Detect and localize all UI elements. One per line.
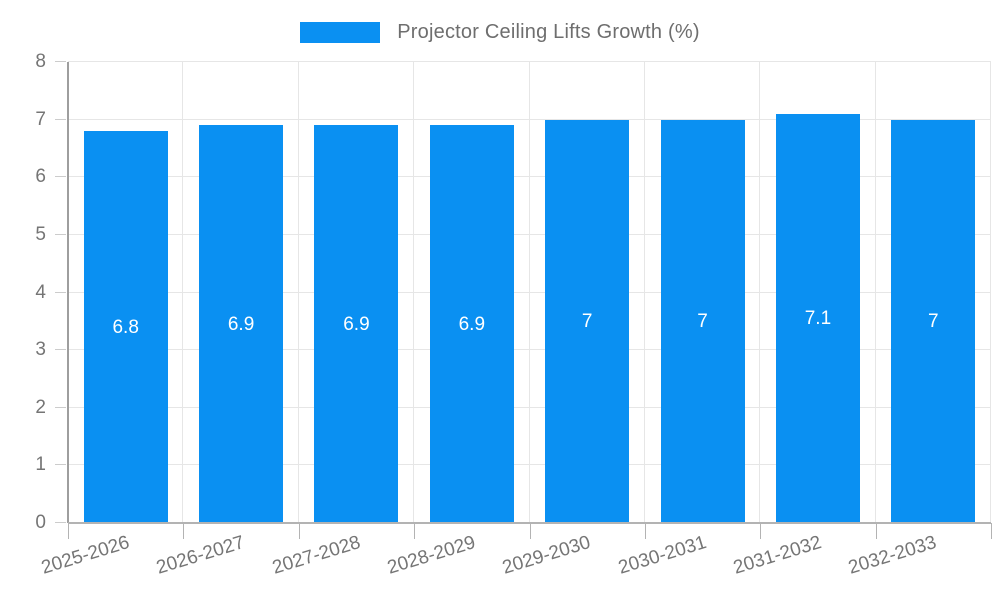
- bar-value-label: 6.9: [227, 313, 255, 335]
- bar-2027-2028[interactable]: 6.9: [314, 125, 399, 523]
- y-axis-tick: [55, 522, 66, 523]
- gridline-vertical: [874, 62, 876, 523]
- gridline-vertical: [528, 62, 530, 523]
- y-axis-tick: [55, 291, 66, 293]
- gridline-horizontal: [68, 291, 991, 293]
- x-axis-tick: [414, 523, 416, 539]
- bar-cell: 7: [876, 62, 991, 523]
- y-axis-tick: [55, 61, 66, 62]
- plot-area: 6.8 6.9 6.9 6.9 7 7 7.1 7: [67, 61, 991, 524]
- gridline-horizontal: [68, 233, 991, 235]
- x-axis-category-label: 2029-2030: [500, 532, 594, 579]
- x-axis-baseline: [68, 522, 991, 524]
- x-axis-tick: [298, 523, 300, 539]
- bar-2028-2029[interactable]: 6.9: [429, 125, 514, 523]
- x-axis-tick: [529, 523, 531, 539]
- gridline-horizontal: [68, 118, 991, 120]
- bar-value-label: 6.9: [343, 313, 370, 335]
- x-axis-category-label: 2032-2033: [846, 532, 940, 579]
- bar-value-label: 7: [928, 310, 939, 332]
- bar-cell: 7: [645, 62, 760, 523]
- x-axis-tick: [991, 523, 992, 539]
- bar-cell: 7.1: [760, 62, 875, 523]
- y-axis-tick-label: 7: [35, 108, 46, 130]
- bar-value-label: 7: [697, 310, 708, 332]
- bar-value-label: 7: [581, 310, 593, 332]
- y-axis-tick-label: 2: [35, 396, 46, 418]
- gridline-vertical: [297, 62, 299, 523]
- x-axis-tick: [183, 523, 185, 539]
- bar-2030-2031[interactable]: 7: [660, 119, 745, 523]
- gridline-horizontal: [68, 464, 991, 466]
- bar-cell: 7: [530, 62, 645, 523]
- x-axis-tick: [760, 523, 762, 539]
- gridline-vertical: [182, 62, 184, 523]
- y-axis-tick: [55, 406, 66, 408]
- bar-cell: 6.9: [183, 62, 298, 523]
- y-axis-tick-label: 1: [35, 454, 46, 476]
- y-axis-tick: [55, 118, 66, 120]
- bar-cell: 6.9: [299, 62, 414, 523]
- bar-value-label: 6.8: [112, 316, 139, 338]
- x-axis-category-label: 2030-2031: [615, 532, 709, 579]
- y-axis-tick-label: 6: [35, 166, 46, 188]
- x-axis-category-label: 2027-2028: [269, 532, 363, 579]
- x-axis-tick: [644, 523, 646, 539]
- y-axis-tick: [55, 349, 66, 351]
- legend-label: Projector Ceiling Lifts Growth (%): [397, 20, 700, 43]
- y-axis-tick-label: 3: [35, 339, 46, 361]
- y-axis-tick-label: 5: [35, 223, 46, 245]
- y-axis-tick: [55, 464, 66, 466]
- bar-2031-2032[interactable]: 7.1: [775, 113, 860, 523]
- bar-2029-2030[interactable]: 7: [545, 119, 630, 523]
- bar-value-label: 6.9: [458, 313, 486, 335]
- y-axis-tick-label: 4: [35, 281, 46, 303]
- gridline-horizontal: [68, 176, 991, 178]
- bar-2025-2026[interactable]: 6.8: [83, 131, 168, 523]
- x-axis-tick: [68, 523, 69, 539]
- bar-cell: 6.9: [414, 62, 529, 523]
- y-axis-tick: [55, 233, 66, 235]
- x-axis-category-label: 2031-2032: [731, 532, 825, 579]
- gridline-horizontal: [68, 406, 991, 408]
- x-axis-category-label: 2025-2026: [38, 532, 132, 579]
- bar-cell: 6.8: [68, 62, 183, 523]
- gridline-horizontal: [68, 61, 991, 62]
- bar-series: 6.8 6.9 6.9 6.9 7 7 7.1 7: [68, 62, 991, 523]
- gridline-horizontal: [68, 349, 991, 351]
- legend[interactable]: Projector Ceiling Lifts Growth (%): [0, 18, 1000, 46]
- gridline-vertical: [413, 62, 415, 523]
- y-axis-tick-label: 0: [35, 512, 46, 533]
- x-axis-category-label: 2026-2027: [154, 532, 248, 579]
- bar-2032-2033[interactable]: 7: [891, 119, 976, 523]
- y-axis-line: [67, 62, 69, 523]
- gridline-vertical: [643, 62, 645, 523]
- x-axis-tick: [875, 523, 877, 539]
- bar-2026-2027[interactable]: 6.9: [199, 125, 284, 523]
- gridline-vertical: [759, 62, 761, 523]
- bar-value-label: 7.1: [804, 307, 832, 329]
- y-axis-tick: [55, 176, 66, 178]
- x-axis-category-label: 2028-2029: [384, 532, 478, 579]
- y-axis-tick-label: 8: [35, 51, 46, 72]
- legend-swatch-icon: [300, 21, 381, 43]
- gridline-vertical: [990, 62, 991, 523]
